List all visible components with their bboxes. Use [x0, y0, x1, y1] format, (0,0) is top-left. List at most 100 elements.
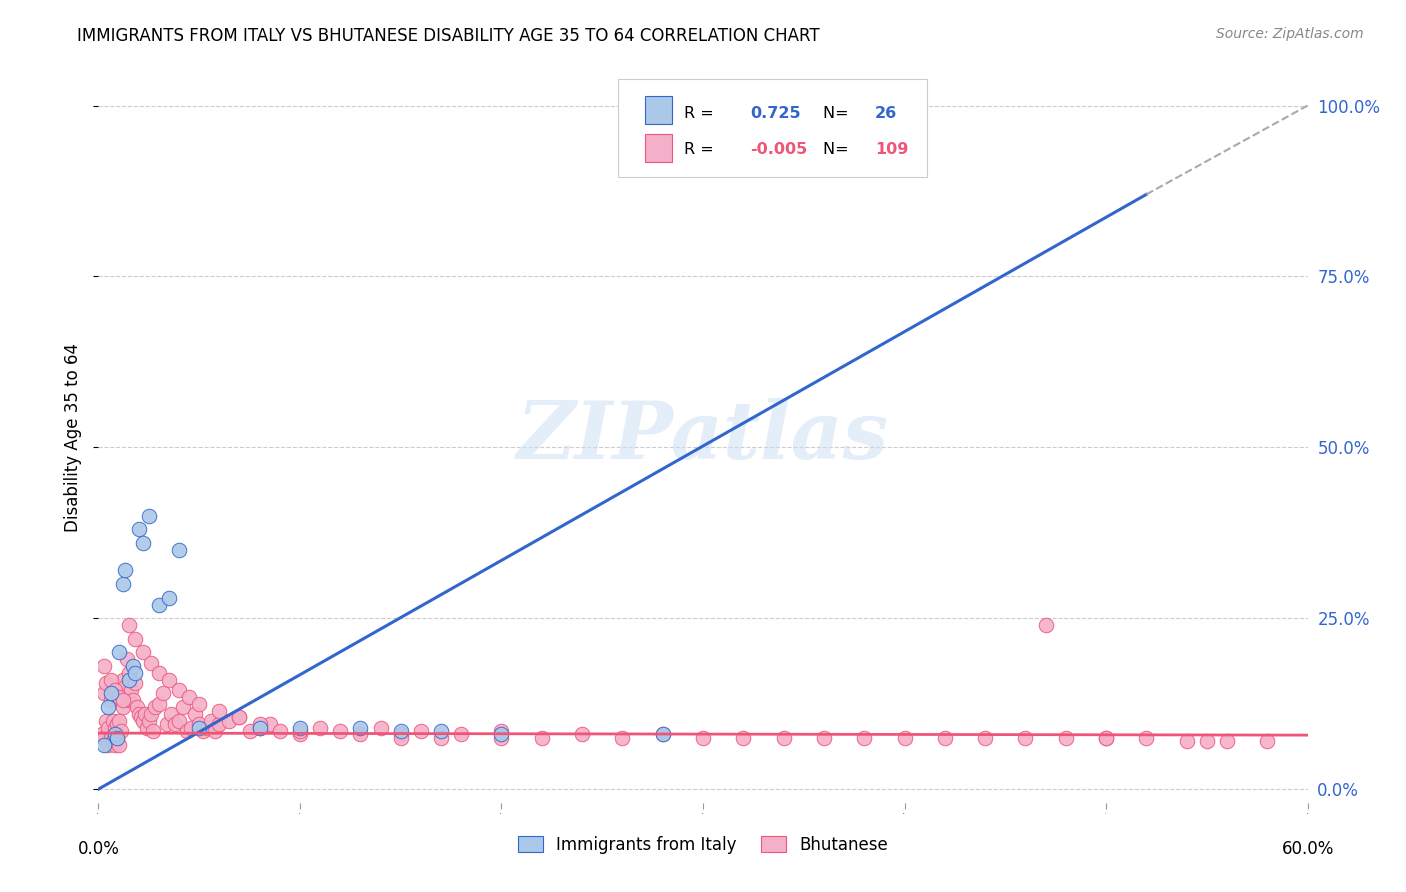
Point: [309, 721, 332, 735]
Point: [107, 690, 129, 704]
Point: [491, 731, 513, 745]
Text: Source: ZipAtlas.com: Source: ZipAtlas.com: [1216, 27, 1364, 41]
Point: [118, 673, 141, 687]
Point: [430, 724, 453, 739]
Point: [1135, 731, 1157, 745]
Point: [121, 693, 143, 707]
Point: [97, 721, 120, 735]
Point: [111, 577, 134, 591]
Text: 0.725: 0.725: [751, 106, 801, 121]
Point: [530, 731, 553, 745]
Point: [148, 665, 170, 680]
Point: [125, 700, 148, 714]
Point: [163, 717, 186, 731]
Point: [389, 724, 412, 739]
Point: [571, 727, 593, 741]
Text: 0.0%: 0.0%: [77, 840, 120, 858]
Point: [167, 714, 190, 728]
Point: [128, 706, 150, 721]
Point: [1216, 734, 1239, 748]
Point: [195, 721, 218, 735]
Point: [1175, 734, 1198, 748]
Point: [813, 731, 835, 745]
Text: 60.0%: 60.0%: [1281, 840, 1334, 858]
Point: [172, 700, 194, 714]
Text: N=: N=: [823, 142, 853, 157]
Point: [107, 714, 129, 728]
Point: [389, 731, 412, 745]
Point: [239, 724, 262, 739]
Point: [97, 700, 120, 714]
Point: [1054, 731, 1077, 745]
Point: [100, 731, 122, 745]
Point: [208, 717, 231, 731]
Point: [184, 706, 207, 721]
Text: R =: R =: [683, 106, 718, 121]
Point: [139, 706, 162, 721]
Point: [103, 721, 125, 735]
Point: [1256, 734, 1278, 748]
Point: [612, 731, 634, 745]
Point: [91, 727, 114, 741]
Point: [93, 659, 115, 673]
Point: [288, 721, 311, 735]
Point: [1095, 731, 1118, 745]
Point: [188, 717, 211, 731]
Point: [101, 734, 124, 748]
Point: [93, 686, 115, 700]
Point: [93, 738, 115, 752]
Point: [180, 721, 202, 735]
Point: [118, 693, 141, 707]
Point: [349, 721, 371, 735]
Point: [138, 714, 160, 728]
FancyBboxPatch shape: [619, 78, 927, 178]
Point: [893, 731, 915, 745]
Point: [111, 693, 134, 707]
Point: [118, 618, 141, 632]
Point: [132, 536, 155, 550]
Point: [1195, 734, 1218, 748]
Text: ZIPatlas: ZIPatlas: [517, 399, 889, 475]
Point: [228, 710, 250, 724]
Point: [115, 652, 138, 666]
Point: [853, 731, 876, 745]
Point: [96, 714, 118, 728]
Point: [156, 717, 179, 731]
Point: [259, 717, 281, 731]
Point: [176, 724, 198, 739]
Point: [288, 727, 311, 741]
Point: [188, 721, 211, 735]
Point: [142, 724, 165, 739]
Point: [129, 710, 152, 724]
Point: [167, 683, 190, 698]
Text: IMMIGRANTS FROM ITALY VS BHUTANESE DISABILITY AGE 35 TO 64 CORRELATION CHART: IMMIGRANTS FROM ITALY VS BHUTANESE DISAB…: [77, 27, 820, 45]
Y-axis label: Disability Age 35 to 64: Disability Age 35 to 64: [65, 343, 83, 532]
Point: [160, 706, 183, 721]
Point: [124, 665, 146, 680]
Point: [114, 563, 136, 577]
Point: [105, 731, 128, 745]
Point: [148, 697, 170, 711]
Point: [148, 598, 170, 612]
Point: [114, 680, 136, 694]
Point: [138, 508, 160, 523]
Point: [157, 591, 180, 605]
Point: [651, 727, 673, 741]
Point: [128, 522, 150, 536]
Point: [134, 706, 156, 721]
Point: [430, 731, 453, 745]
Point: [100, 673, 122, 687]
Point: [934, 731, 956, 745]
Point: [269, 724, 291, 739]
Point: [974, 731, 997, 745]
Point: [179, 690, 201, 704]
Point: [96, 676, 118, 690]
Point: [135, 721, 157, 735]
Text: N=: N=: [823, 106, 853, 121]
Point: [103, 738, 125, 752]
Point: [450, 727, 472, 741]
Point: [124, 676, 146, 690]
Point: [143, 700, 166, 714]
Point: [249, 717, 271, 731]
Point: [193, 724, 215, 739]
